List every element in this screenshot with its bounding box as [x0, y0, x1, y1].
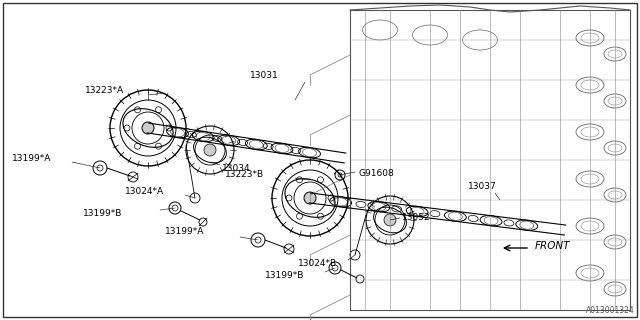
Text: 13052: 13052 — [402, 213, 431, 222]
Text: 13199*B: 13199*B — [83, 209, 122, 218]
Text: 13199*A: 13199*A — [165, 228, 204, 236]
Text: FRONT: FRONT — [535, 241, 570, 251]
Circle shape — [304, 192, 316, 204]
Text: 13223*B: 13223*B — [225, 170, 264, 179]
Circle shape — [142, 122, 154, 134]
Text: A013001324: A013001324 — [586, 306, 635, 315]
Circle shape — [204, 144, 216, 156]
Text: G91608: G91608 — [358, 169, 394, 178]
Circle shape — [384, 214, 396, 226]
Text: 13034: 13034 — [222, 164, 251, 172]
Text: 13199*A: 13199*A — [12, 154, 51, 163]
Text: 13037: 13037 — [468, 181, 497, 190]
Text: 13031: 13031 — [250, 70, 279, 79]
Text: 13199*B: 13199*B — [265, 271, 305, 281]
Text: 13024*A: 13024*A — [125, 188, 164, 196]
Text: 13223*A: 13223*A — [85, 85, 124, 94]
Text: 13024*B: 13024*B — [298, 260, 337, 268]
